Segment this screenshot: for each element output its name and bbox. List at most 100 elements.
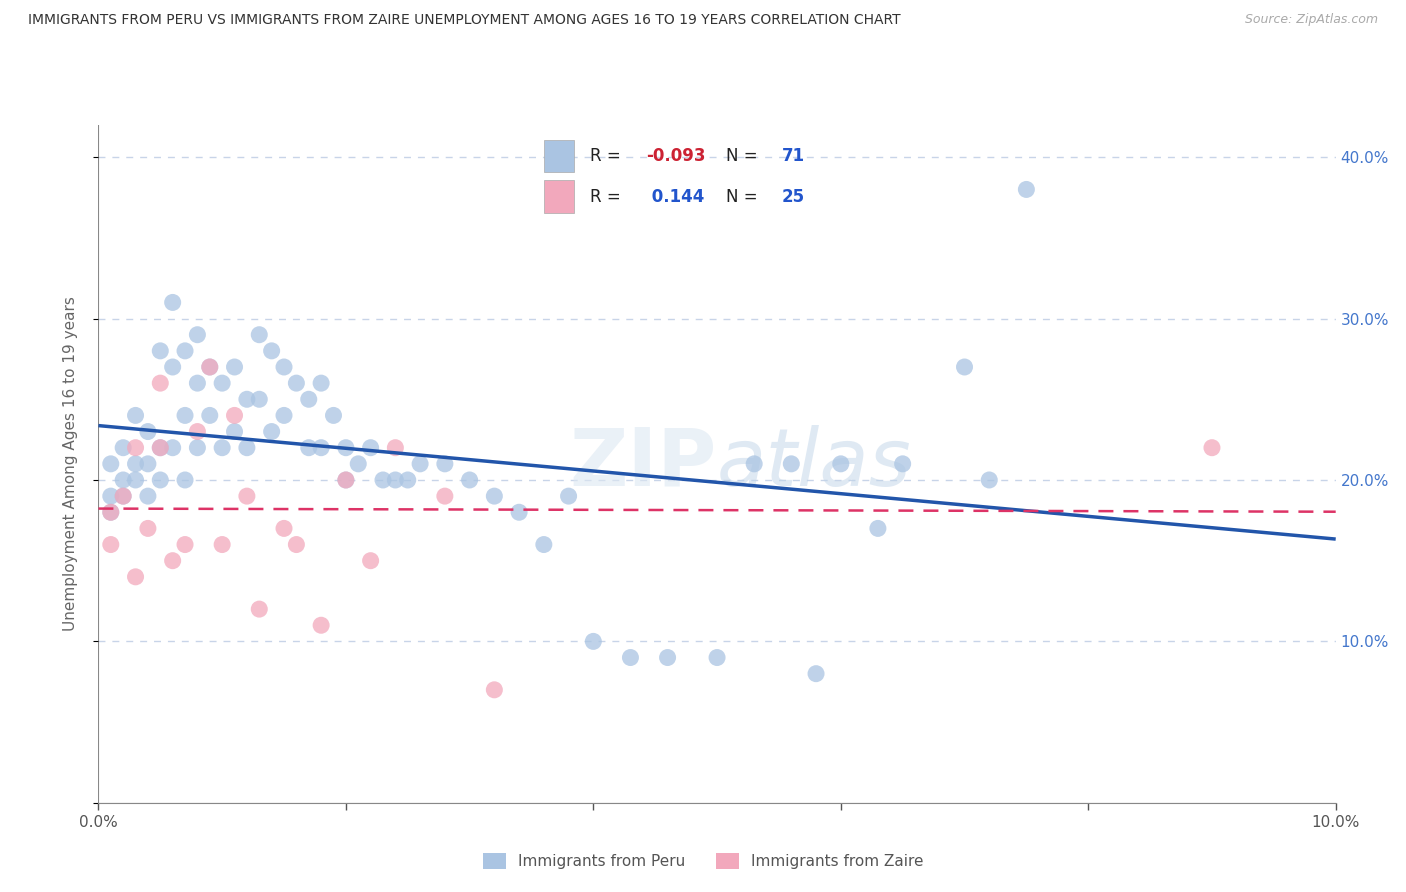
FancyBboxPatch shape (544, 180, 575, 212)
Legend: Immigrants from Peru, Immigrants from Zaire: Immigrants from Peru, Immigrants from Za… (477, 847, 929, 875)
Point (273, 521, 295, 535)
Point (433, 489, 456, 503)
Text: 0.144: 0.144 (645, 187, 704, 205)
Point (198, 359, 221, 374)
Point (804, 666, 827, 681)
Point (136, 425, 159, 439)
Point (1015, 182, 1038, 196)
Point (273, 409, 295, 423)
Point (224, 359, 246, 374)
Point (360, 554, 382, 568)
Point (211, 376, 233, 391)
Point (211, 537, 233, 551)
Point (149, 343, 172, 358)
Point (780, 457, 803, 471)
Point (458, 473, 481, 487)
Point (236, 489, 259, 503)
Point (112, 473, 135, 487)
Point (186, 425, 208, 439)
Point (211, 441, 233, 455)
Text: Source: ZipAtlas.com: Source: ZipAtlas.com (1244, 13, 1378, 27)
Point (866, 521, 889, 535)
Point (100, 489, 122, 503)
Point (335, 441, 357, 455)
Point (136, 457, 159, 471)
Text: 71: 71 (782, 147, 804, 165)
Point (371, 473, 394, 487)
Point (236, 392, 259, 407)
FancyBboxPatch shape (544, 140, 575, 172)
Point (742, 457, 765, 471)
Point (136, 521, 159, 535)
Point (891, 457, 914, 471)
Point (396, 473, 419, 487)
Point (484, 489, 506, 503)
Point (162, 295, 184, 310)
Point (433, 457, 456, 471)
Point (285, 537, 308, 551)
Point (224, 425, 246, 439)
Point (247, 392, 270, 407)
Point (619, 650, 641, 665)
Point (136, 489, 159, 503)
Point (100, 457, 122, 471)
Point (484, 682, 506, 697)
Point (174, 473, 197, 487)
Text: R =: R = (591, 187, 626, 205)
Text: N =: N = (725, 187, 763, 205)
Point (309, 618, 332, 632)
Point (100, 537, 122, 551)
Point (149, 441, 172, 455)
Point (1201, 441, 1223, 455)
Point (508, 505, 530, 519)
Point (112, 489, 135, 503)
Point (582, 634, 605, 648)
Point (186, 376, 208, 391)
Point (360, 441, 382, 455)
Point (409, 457, 432, 471)
Text: 25: 25 (782, 187, 804, 205)
Point (298, 392, 321, 407)
Point (124, 570, 146, 584)
Point (112, 489, 135, 503)
Point (384, 441, 406, 455)
Point (830, 457, 852, 471)
Point (162, 554, 184, 568)
Point (186, 441, 208, 455)
Point (124, 441, 146, 455)
Text: atlas: atlas (717, 425, 912, 503)
Point (384, 473, 406, 487)
Point (953, 359, 976, 374)
Text: R =: R = (591, 147, 626, 165)
Point (186, 327, 208, 342)
Point (149, 473, 172, 487)
Text: IMMIGRANTS FROM PERU VS IMMIGRANTS FROM ZAIRE UNEMPLOYMENT AMONG AGES 16 TO 19 Y: IMMIGRANTS FROM PERU VS IMMIGRANTS FROM … (28, 13, 901, 28)
Text: -0.093: -0.093 (645, 147, 706, 165)
Point (260, 425, 283, 439)
Point (557, 489, 579, 503)
Point (149, 376, 172, 391)
Point (285, 376, 308, 391)
Point (174, 343, 197, 358)
Point (335, 473, 357, 487)
Point (124, 457, 146, 471)
Point (198, 409, 221, 423)
Point (260, 343, 283, 358)
Text: ZIP: ZIP (569, 425, 717, 503)
Point (273, 359, 295, 374)
Point (124, 409, 146, 423)
Point (174, 537, 197, 551)
Point (100, 505, 122, 519)
Point (347, 457, 370, 471)
Point (236, 441, 259, 455)
Point (149, 441, 172, 455)
Point (335, 473, 357, 487)
Point (198, 359, 221, 374)
Y-axis label: Unemployment Among Ages 16 to 19 years: Unemployment Among Ages 16 to 19 years (63, 296, 77, 632)
Point (224, 409, 246, 423)
Point (979, 473, 1001, 487)
Point (162, 359, 184, 374)
Point (298, 441, 321, 455)
Point (657, 650, 679, 665)
Point (162, 441, 184, 455)
